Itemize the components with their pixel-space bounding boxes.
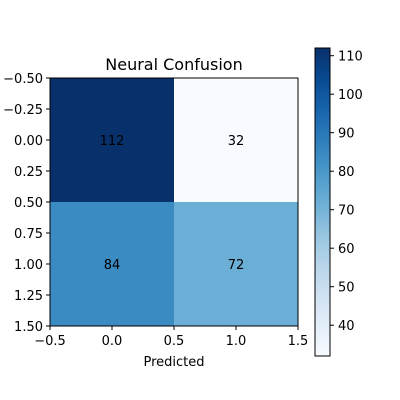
- y-tick-label: 1.25: [14, 289, 43, 304]
- y-tick-label: −0.25: [3, 103, 43, 118]
- heatmap-cells: [50, 78, 298, 326]
- cell-label-1-1: 72: [228, 258, 245, 273]
- y-tick-label: −0.50: [3, 72, 43, 87]
- y-tick-label: 1.00: [14, 258, 43, 273]
- y-tick-label: 0.75: [14, 227, 43, 242]
- y-tick-label: 0.50: [14, 196, 43, 211]
- x-tick-label: 0.5: [164, 334, 185, 349]
- heatmap-cell-0-1: [174, 78, 298, 202]
- cell-value-labels: 112 32 84 72: [100, 134, 245, 273]
- colorbar-tick-label: 40: [338, 319, 355, 334]
- x-axis-title: Predicted: [143, 355, 204, 370]
- colorbar: [314, 47, 331, 357]
- colorbar-tick-label: 80: [338, 165, 355, 180]
- y-tick-label: 0.25: [14, 165, 43, 180]
- heatmap-cell-1-1: [174, 202, 298, 326]
- colorbar-tick-label: 110: [338, 50, 363, 65]
- x-tick-label: 1.5: [288, 334, 309, 349]
- x-tick-label: −0.5: [34, 334, 66, 349]
- colorbar-tick-label: 50: [338, 281, 355, 296]
- cell-label-1-0: 84: [104, 258, 121, 273]
- x-axis-ticks: −0.5 0.0 0.5 1.0 1.5: [34, 326, 308, 349]
- colorbar-ticks: 40 50 60 70 80 90 100 110: [330, 50, 363, 334]
- y-tick-label: 1.50: [14, 320, 43, 335]
- colorbar-tick-label: 100: [338, 88, 363, 103]
- cell-label-0-0: 112: [100, 134, 125, 149]
- cell-label-0-1: 32: [228, 134, 245, 149]
- heatmap-cell-0-0: [50, 78, 174, 202]
- y-tick-label: 0.00: [14, 134, 43, 149]
- colorbar-tick-label: 70: [338, 204, 355, 219]
- y-axis-ticks: −0.50 −0.25 0.00 0.25 0.50 0.75 1.00 1.25 1.50: [3, 72, 50, 335]
- heatmap-cell-1-0: [50, 202, 174, 326]
- chart-title: Neural Confusion: [105, 55, 242, 74]
- x-tick-label: 0.0: [102, 334, 123, 349]
- colorbar-tick-label: 90: [338, 127, 355, 142]
- x-tick-label: 1.0: [226, 334, 247, 349]
- colorbar-tick-label: 60: [338, 242, 355, 257]
